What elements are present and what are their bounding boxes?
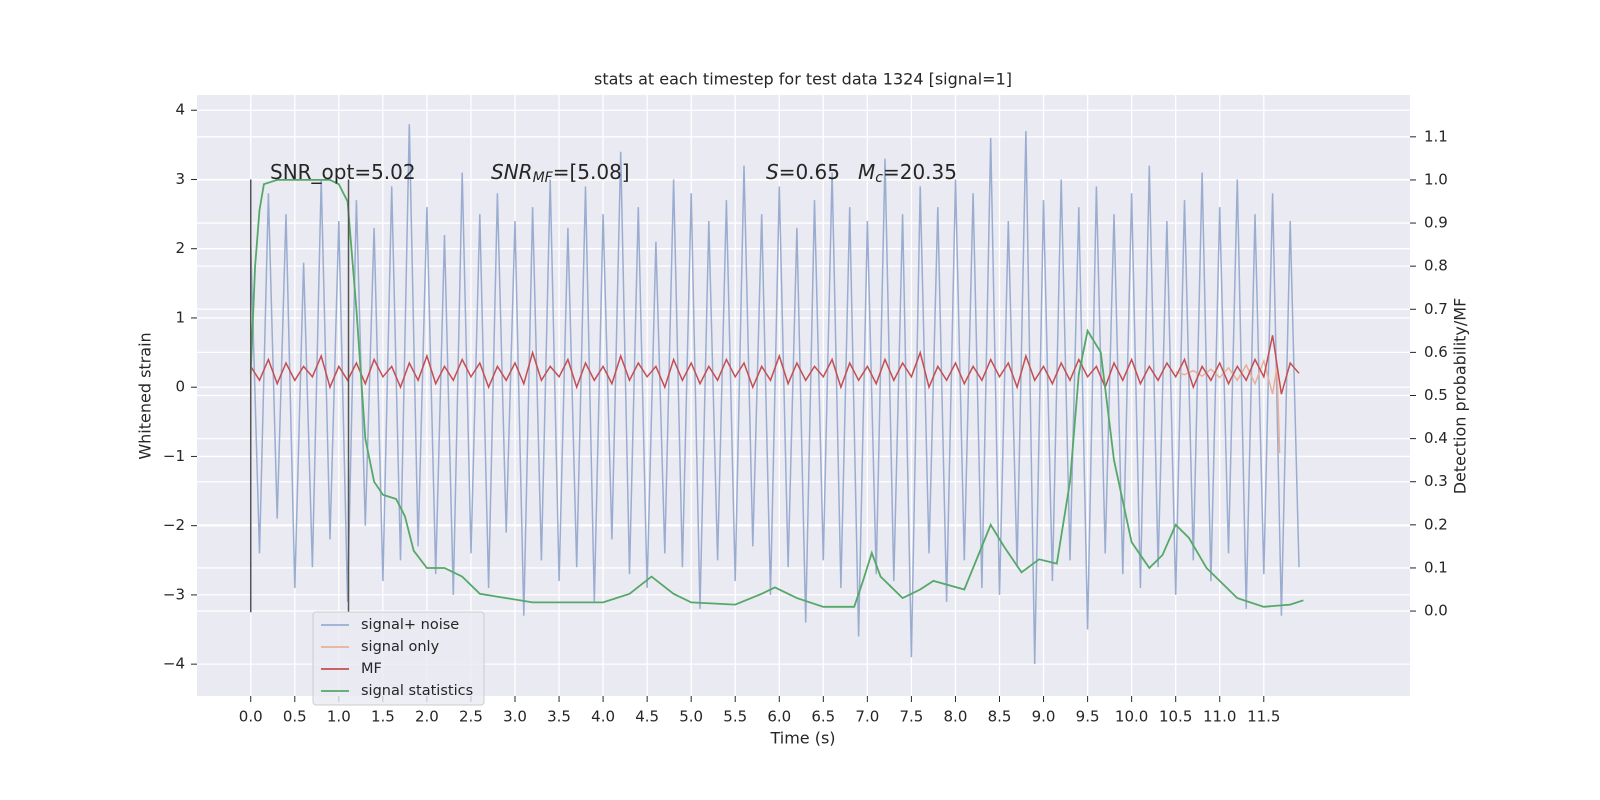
x-tick-label: 6.5 <box>811 708 835 726</box>
x-tick-label: 5.0 <box>679 708 703 726</box>
annotation-part: =0.65 <box>779 160 840 184</box>
y2-axis-label: Detection probability/MF <box>1451 298 1470 495</box>
y2-tick-label: 0.4 <box>1424 429 1448 447</box>
x-tick-label: 4.0 <box>591 708 615 726</box>
series-line <box>250 335 1300 395</box>
legend-label: signal statistics <box>361 683 473 699</box>
legend-label: MF <box>361 661 382 677</box>
annotation-part: M <box>858 160 875 184</box>
x-tick-label: 7.5 <box>899 708 923 726</box>
x-tick-label: 9.0 <box>1032 708 1056 726</box>
annotation-part: c <box>875 170 883 186</box>
annotation: SNR_opt=5.02 <box>270 160 416 184</box>
y-axis-label: Whitened strain <box>136 332 155 459</box>
y-tick-label: −4 <box>163 655 185 673</box>
legend-label: signal only <box>361 639 440 655</box>
x-tick-label: 10.5 <box>1159 708 1192 726</box>
annotation-part: S <box>766 160 779 184</box>
annotation: SNRMF=[5.08] <box>491 160 630 187</box>
y-tick-label: −3 <box>163 585 185 603</box>
x-tick-label: 1.5 <box>371 708 395 726</box>
legend-box <box>312 611 485 706</box>
annotation-part: =20.35 <box>883 160 957 184</box>
x-tick-label: 0.5 <box>283 708 307 726</box>
y2-tick-label: 0.7 <box>1424 300 1448 318</box>
y-tick-label: −1 <box>163 447 185 465</box>
x-tick-label: 1.0 <box>327 708 351 726</box>
y2-tick-label: 0.5 <box>1424 386 1448 404</box>
x-tick-label: 2.5 <box>459 708 483 726</box>
y-tick-label: 2 <box>175 239 185 257</box>
x-tick-label: 8.5 <box>988 708 1012 726</box>
y2-tick-label: 0.6 <box>1424 343 1448 361</box>
x-tick-label: 11.0 <box>1203 708 1236 726</box>
y2-tick-label: 1.1 <box>1424 127 1448 145</box>
annotation-part: SNR_opt=5.02 <box>270 160 416 184</box>
annotation: Mc=20.35 <box>858 160 957 187</box>
x-tick-label: 3.0 <box>503 708 527 726</box>
y2-tick-label: 0.8 <box>1424 257 1448 275</box>
series-line <box>249 179 1304 608</box>
x-tick-label: 0.0 <box>239 708 263 726</box>
annotation-part: MF <box>533 170 554 186</box>
x-tick-label: 10.0 <box>1115 708 1148 726</box>
x-tick-label: 3.5 <box>547 708 571 726</box>
y-tick-label: −2 <box>163 516 185 534</box>
x-tick-label: 6.0 <box>767 708 791 726</box>
x-tick-label: 7.0 <box>855 708 879 726</box>
y-tick-label: 0 <box>175 378 185 396</box>
annotation: S=0.65 <box>766 160 840 184</box>
y2-tick-label: 0.9 <box>1424 214 1448 232</box>
annotation-part: =[5.08] <box>553 160 630 184</box>
x-axis-label: Time (s) <box>769 729 835 748</box>
annotation-part: SNR <box>491 160 533 184</box>
x-tick-label: 5.5 <box>723 708 747 726</box>
x-tick-label: 8.0 <box>944 708 968 726</box>
x-tick-label: 2.0 <box>415 708 439 726</box>
y-tick-label: 4 <box>175 101 185 119</box>
y-tick-label: 3 <box>175 170 185 188</box>
y2-tick-label: 0.2 <box>1424 515 1448 533</box>
chart-title: stats at each timestep for test data 132… <box>594 70 1012 89</box>
y2-tick-label: 0.0 <box>1424 602 1448 620</box>
y2-tick-label: 0.3 <box>1424 472 1448 490</box>
x-tick-label: 4.5 <box>635 708 659 726</box>
x-tick-label: 11.5 <box>1247 708 1280 726</box>
y-tick-label: 1 <box>175 308 185 326</box>
legend-label: signal+ noise <box>361 617 459 633</box>
y2-tick-label: 1.0 <box>1424 170 1448 188</box>
y2-tick-label: 0.1 <box>1424 558 1448 576</box>
x-tick-label: 9.5 <box>1076 708 1100 726</box>
